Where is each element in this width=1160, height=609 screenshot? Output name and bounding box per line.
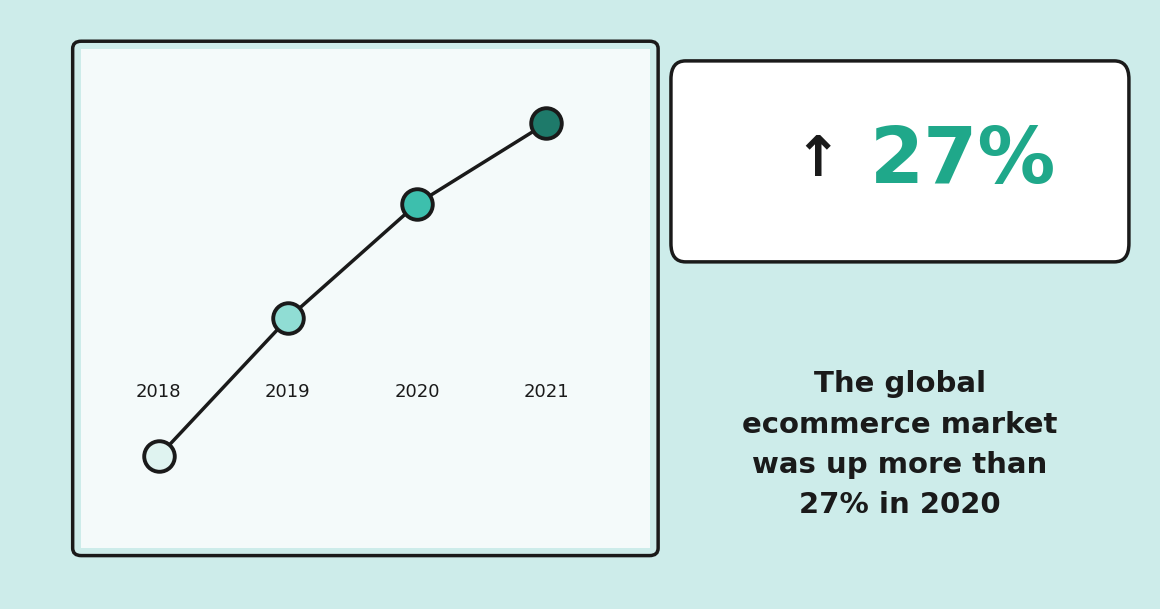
Text: 2020: 2020: [394, 383, 440, 401]
Point: [537, 119, 556, 128]
Point: [150, 451, 168, 461]
Point: [278, 314, 297, 323]
FancyBboxPatch shape: [670, 61, 1129, 262]
Text: 2021: 2021: [523, 383, 570, 401]
Text: 2018: 2018: [136, 383, 181, 401]
Text: ↑: ↑: [793, 135, 840, 188]
Text: 2019: 2019: [266, 383, 311, 401]
Text: 27%: 27%: [870, 124, 1057, 199]
Point: [408, 199, 427, 208]
Text: The global
ecommerce market
was up more than
27% in 2020: The global ecommerce market was up more …: [742, 370, 1058, 519]
